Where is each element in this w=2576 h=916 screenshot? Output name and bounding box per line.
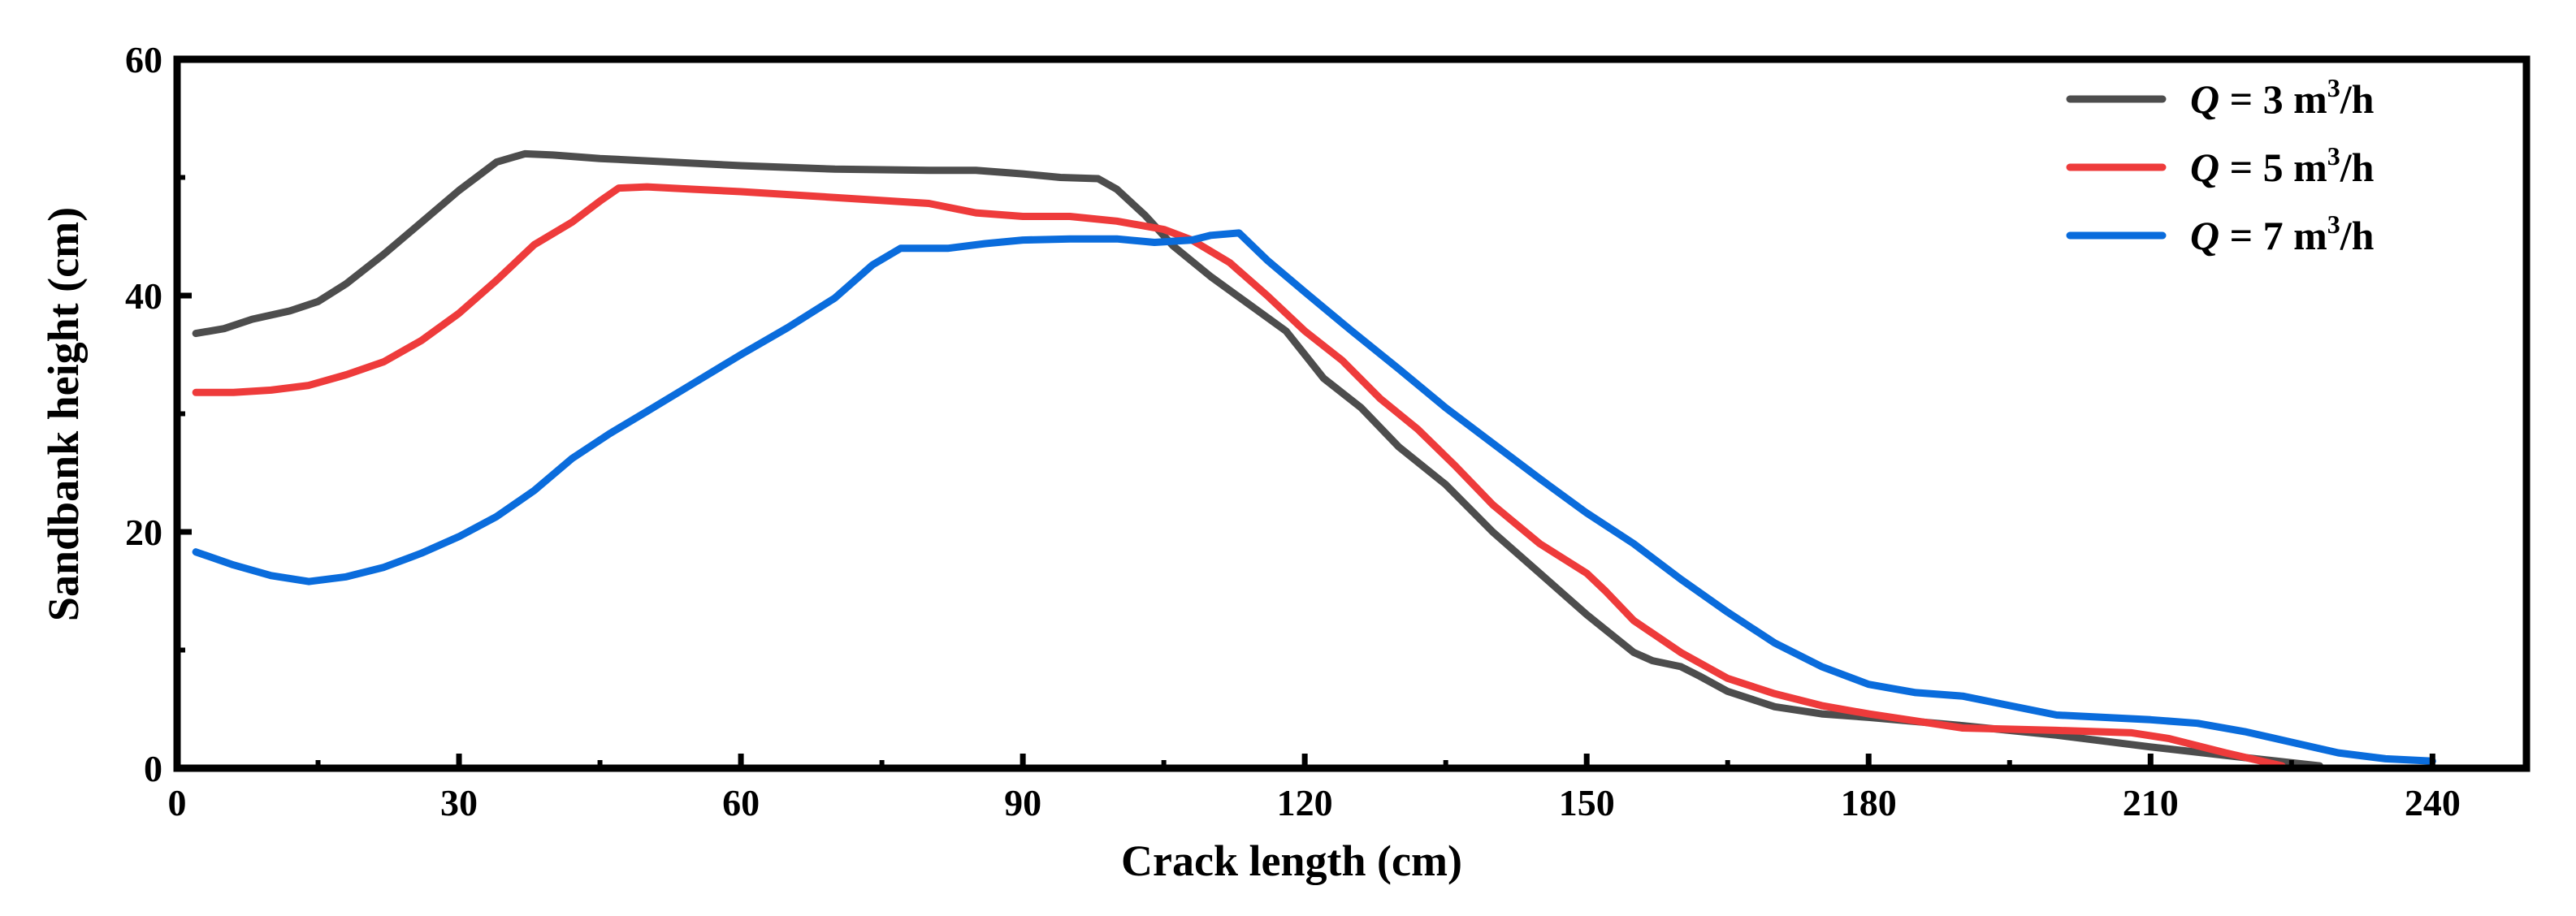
x-tick-label: 0 (168, 782, 187, 823)
x-tick-label: 240 (2405, 782, 2461, 823)
x-tick-label: 210 (2123, 782, 2179, 823)
y-tick-label: 60 (125, 39, 162, 80)
legend-label-3: Q = 7 m3/h (2190, 210, 2375, 258)
x-tick-label: 60 (722, 782, 760, 823)
x-tick-label: 150 (1559, 782, 1615, 823)
y-tick-label: 0 (144, 748, 162, 789)
series-layer (192, 149, 2436, 770)
x-tick-label: 180 (1841, 782, 1897, 823)
y-axis-title: Sandbank height (cm) (39, 207, 88, 621)
x-axis-title: Crack length (cm) (1121, 836, 1462, 885)
x-tick-label: 30 (440, 782, 478, 823)
series-line-1 (192, 149, 2323, 770)
x-tick-label: 120 (1277, 782, 1333, 823)
y-tick-label: 20 (125, 512, 162, 553)
ticks-layer: 0 30 60 90 120 150 180 210 240 0 20 40 60 (125, 39, 2461, 823)
legend: Q = 3 m3/h Q = 5 m3/h Q = 7 m3/h (2066, 73, 2375, 258)
x-tick-label: 90 (1004, 782, 1041, 823)
legend-label-1: Q = 3 m3/h (2190, 73, 2375, 122)
series-line-3 (192, 229, 2436, 765)
y-tick-label: 40 (125, 275, 162, 317)
legend-label-2: Q = 5 m3/h (2190, 141, 2375, 190)
